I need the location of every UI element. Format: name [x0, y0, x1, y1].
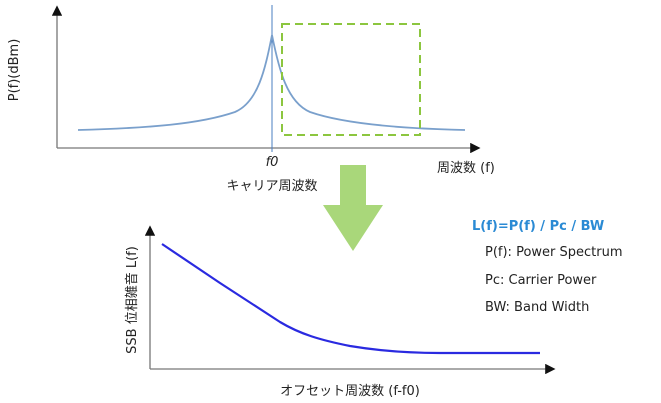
- formula: L(f)=P(f) / Pc / BW: [472, 219, 604, 234]
- definition-power-spectrum: P(f): Power Spectrum: [485, 245, 623, 260]
- top-x-axis-label: 周波数 (f): [437, 161, 495, 176]
- definition-carrier-power: Pc: Carrier Power: [485, 273, 597, 288]
- power-spectrum-curve: [77, 34, 466, 131]
- offset-region-highlight: [281, 23, 421, 136]
- definition-band-width: BW: Band Width: [485, 300, 589, 315]
- ssb-phase-noise-chart: SSB 位相雑音 L(f) オフセット周波数 (f-f0): [124, 225, 556, 399]
- top-y-axis-label: P(f)(dBm): [7, 39, 22, 102]
- f0-tick-label: f0: [266, 155, 279, 170]
- phase-noise-curve: [161, 243, 540, 355]
- formula-legend: L(f)=P(f) / Pc / BW P(f): Power Spectrum…: [472, 219, 623, 315]
- bottom-y-axis-label: SSB 位相雑音 L(f): [124, 246, 140, 354]
- bottom-x-axis-label: オフセット周波数 (f-f0): [280, 384, 420, 399]
- down-arrow-icon: [323, 165, 383, 251]
- power-spectrum-chart: P(f)(dBm) f0 キャリア周波数 周波数 (f): [7, 5, 495, 194]
- carrier-frequency-caption: キャリア周波数: [226, 179, 317, 194]
